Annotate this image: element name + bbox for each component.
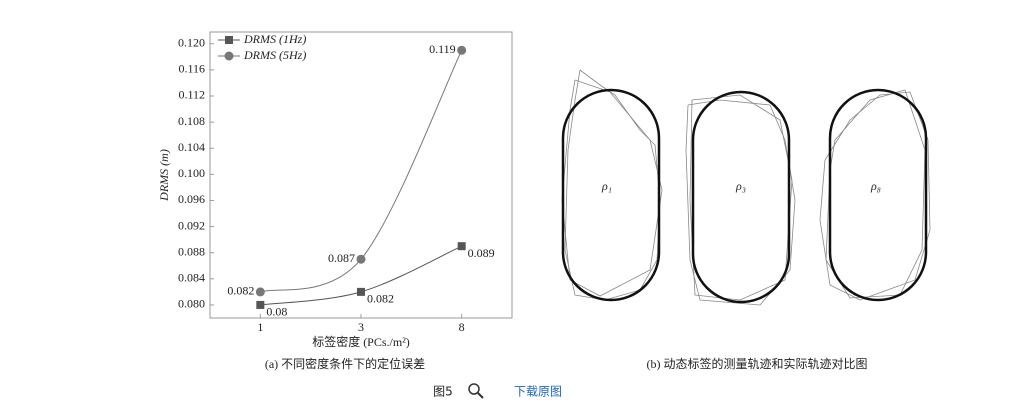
series-line [260,50,463,293]
actual-track [561,88,661,302]
point [256,300,265,309]
caption-a: (a) 不同密度条件下的定位误差 [265,356,425,371]
data-label: 0.089 [468,246,495,260]
track-label: ρ₈ [870,179,881,193]
point [255,287,265,297]
y-tick-label: 0.104 [178,140,205,154]
track-label: ρ₁ [601,179,612,193]
trajectory-panel: ρ₁ ρ₃ ρ₈ [561,69,931,306]
data-label: 0.087 [328,251,355,265]
y-tick-label: 0.116 [178,62,205,76]
y-tick-label: 0.084 [178,271,205,285]
plot-frame [209,31,513,319]
legend-label: DRMS (5Hz) [243,48,306,62]
y-tick-label: 0.100 [178,166,205,180]
y-tick-label: 0.112 [178,88,205,102]
measured-track [819,91,931,301]
measured-track [825,89,926,299]
point [457,45,467,55]
point [224,51,234,61]
point [356,254,366,264]
download-link[interactable]: 下载原图 [514,385,562,399]
measured-track [564,69,661,301]
x-tick-label: 8 [459,320,465,334]
data-label: 0.08 [266,305,287,319]
track-label: ρ₃ [735,179,746,193]
point [457,242,466,251]
y-tick-label: 0.120 [178,36,205,50]
y-tick-label: 0.080 [178,297,205,311]
zoom-icon[interactable] [468,383,484,399]
x-tick-label: 1 [257,320,263,334]
legend-label: DRMS (1Hz) [243,32,306,46]
point [357,287,365,296]
figure-number: 图5 [433,385,453,399]
y-tick-label: 0.092 [178,218,205,232]
y-tick-label: 0.096 [178,192,205,206]
caption-b: (b) 动态标签的测量轨迹和实际轨迹对比图 [647,356,868,371]
measured-track [561,79,663,297]
actual-track [691,90,791,304]
y-tick-label: 0.108 [178,114,205,128]
actual-track [828,88,928,302]
point [225,36,233,44]
data-label: 0.119 [429,42,456,56]
x-axis-label: 标签密度 (PCs./m²) [312,334,410,349]
y-tick-label: 0.088 [178,244,205,258]
measured-track [689,94,793,301]
y-axis-label: DRMS (m) [157,149,171,202]
x-tick-label: 3 [358,320,364,334]
measured-track [685,99,796,306]
data-label: 0.082 [367,292,394,306]
data-label: 0.082 [227,284,254,298]
